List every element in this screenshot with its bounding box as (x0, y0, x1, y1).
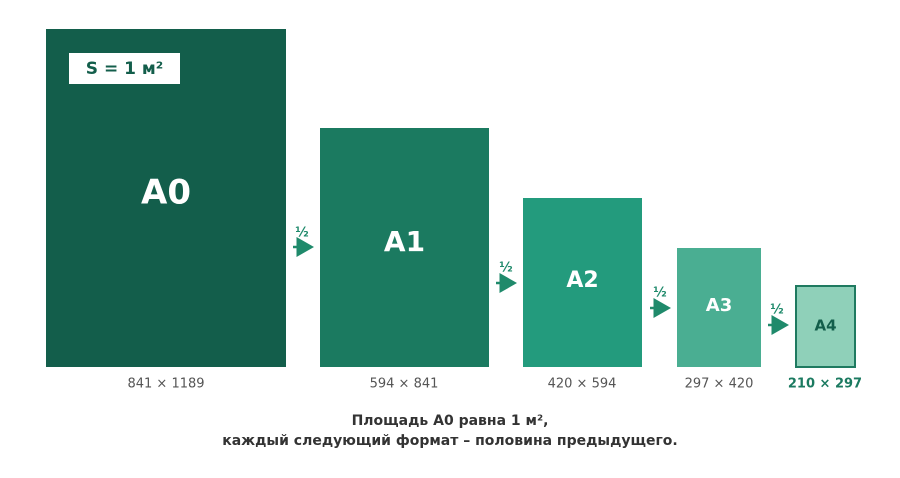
sheet-a2 (523, 198, 642, 367)
arrow-label: ½ (653, 286, 666, 301)
sheet-size: 210 × 297 (788, 377, 862, 392)
arrow-label: ½ (770, 303, 783, 318)
sheet-size: 594 × 841 (370, 377, 439, 392)
arrow-label: ½ (295, 226, 308, 241)
sheet-a3 (677, 248, 761, 367)
sheet-a1 (320, 128, 489, 367)
caption: Площадь А0 равна 1 м², (352, 413, 549, 429)
sheet-label: A0 (141, 173, 191, 213)
sheet-size: 297 × 420 (685, 377, 754, 392)
arrow-label: ½ (499, 261, 512, 276)
badge-box (67, 51, 182, 86)
sheet-size: 420 × 594 (548, 377, 617, 392)
sheet-label: A2 (566, 268, 598, 293)
sheet-size: 841 × 1189 (127, 377, 204, 392)
sheet-label: A1 (384, 225, 425, 258)
caption: каждый следующий формат – половина преды… (222, 433, 678, 449)
sheet-label: A4 (814, 317, 836, 335)
sheet-a4 (795, 285, 856, 368)
badge: S = 1 м² (86, 59, 163, 79)
sheet-label: A3 (706, 295, 732, 316)
